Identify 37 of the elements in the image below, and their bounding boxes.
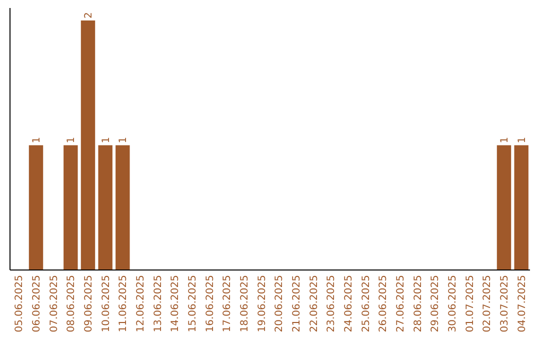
x-tick-label: 21.06.2025 — [292, 275, 302, 332]
x-tick-label: 06.06.2025 — [32, 275, 42, 332]
x-tick-label: 18.06.2025 — [240, 275, 250, 332]
x-tick-label: 02.07.2025 — [482, 275, 494, 332]
data-label: 1 — [32, 136, 42, 144]
x-tick-label: 17.06.2025 — [222, 275, 234, 332]
data-label: 1 — [118, 136, 130, 144]
data-label: 1 — [66, 136, 78, 144]
x-tick-label: 09.06.2025 — [84, 275, 94, 332]
x-tick-label: 15.06.2025 — [188, 275, 198, 332]
x-tick-label: 25.06.2025 — [360, 275, 372, 332]
x-tick-label: 16.06.2025 — [204, 275, 216, 332]
x-tick-label: 11.06.2025 — [118, 275, 130, 332]
x-tick-label: 28.06.2025 — [412, 275, 424, 332]
x-tick-label: 03.07.2025 — [500, 275, 510, 332]
x-tick-label: 19.06.2025 — [256, 275, 268, 332]
x-tick-label: 29.06.2025 — [430, 275, 442, 332]
x-tick-label: 20.06.2025 — [274, 275, 286, 332]
x-tick-label: 01.07.2025 — [464, 275, 476, 332]
x-tick-label: 10.06.2025 — [100, 275, 112, 332]
data-label: 2 — [84, 12, 94, 18]
x-tick-label: 26.06.2025 — [378, 275, 390, 332]
x-tick-label: 27.06.2025 — [396, 275, 406, 332]
x-tick-label: 13.06.2025 — [152, 275, 164, 332]
x-tick-label: 04.07.2025 — [516, 275, 528, 332]
x-tick-label: 12.06.2025 — [136, 275, 146, 332]
x-tick-label: 05.06.2025 — [14, 275, 26, 332]
x-tick-label: 14.06.2025 — [170, 275, 182, 332]
x-tick-label: 08.06.2025 — [66, 275, 78, 332]
x-tick-label: 23.06.2025 — [326, 275, 338, 332]
data-label: 1 — [100, 136, 112, 144]
x-tick-label: 24.06.2025 — [344, 275, 354, 332]
x-tick-label: 07.06.2025 — [48, 275, 60, 332]
x-tick-label: 22.06.2025 — [308, 275, 320, 332]
data-label: 1 — [500, 136, 510, 144]
x-tick-label: 30.06.2025 — [448, 275, 458, 332]
data-label: 1 — [516, 136, 528, 144]
